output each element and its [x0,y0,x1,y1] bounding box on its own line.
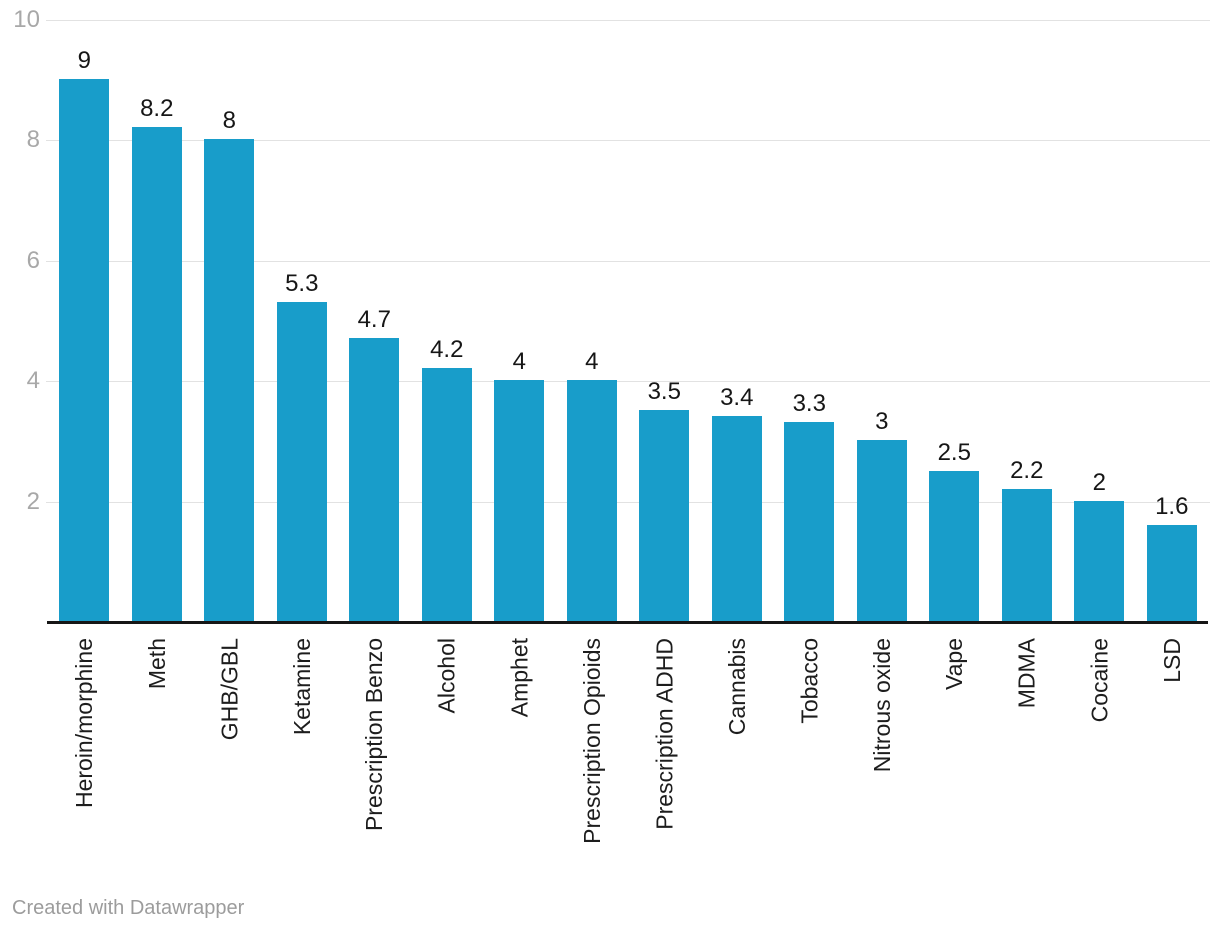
bar-value-label: 3.5 [647,378,681,406]
bar[interactable] [59,79,110,621]
bar-slot: 4 Prescription Opioids [556,0,629,844]
bar-category-label: Nitrous oxide [868,638,895,773]
bar-slot: 8 GHB/GBL [193,0,266,740]
bar-slot: 2 Cocaine [1063,0,1136,722]
bar-slot: 4 Amphet [483,0,556,717]
y-axis-tick-label: 8 [26,126,40,154]
bar[interactable] [1074,500,1125,621]
y-axis-tick-label: 4 [26,367,40,395]
bar-category-label: Tobacco [796,638,823,724]
bar-value-label: 3 [875,408,889,436]
chart-footer: Created with Datawrapper [12,896,244,920]
bar-category-label: MDMA [1013,638,1040,709]
bar-category-label: Prescription ADHD [651,638,678,830]
bar-value-label: 4 [585,348,599,376]
bar-slot: 3.3 Tobacco [773,0,846,724]
bar[interactable] [276,301,327,621]
bar-slot: 4.2 Alcohol [411,0,484,713]
bar-category-label: Meth [143,638,170,690]
bar-value-label: 1.6 [1155,492,1189,520]
bar-category-label: Heroin/morphine [71,638,98,809]
bar-category-label: Prescription Opioids [578,638,605,844]
bar-value-label: 5.3 [285,269,319,297]
bar-value-label: 2.2 [1010,456,1044,484]
bar-category-label: Amphet [506,638,533,718]
bar-category-label: GHB/GBL [216,638,243,741]
y-gridline [46,140,1210,142]
bar[interactable] [566,380,617,621]
y-gridline [46,381,1210,383]
y-gridline [46,501,1210,503]
bar-slot: 2.2 MDMA [991,0,1064,708]
bar-slot: 5.3 Ketamine [266,0,339,735]
bar-value-label: 4.7 [357,306,391,334]
y-axis-tick-label: 6 [26,246,40,274]
bar-slot: 4.7 Prescription Benzo [338,0,411,831]
bar-slot: 8.2 Meth [121,0,194,689]
bar-category-label: Vape [941,638,968,691]
bar[interactable] [204,139,255,621]
bar-value-label: 3.3 [792,390,826,418]
bar[interactable] [639,410,690,621]
x-axis-line [47,621,1208,624]
bar[interactable] [1146,524,1197,621]
bar-slot: 2.5 Vape [918,0,991,690]
plot-area: 9 Heroin/morphine 8.2 Meth 8 GHB/GBL 5.3… [13,0,1210,844]
bar-category-label: Alcohol [433,638,460,714]
y-gridline [46,260,1210,262]
bar-slot: 9 Heroin/morphine [48,0,121,808]
bar-value-label: 2.5 [937,438,971,466]
bar-category-label: Prescription Benzo [361,638,388,832]
bar-slot: 3.5 Prescription ADHD [628,0,701,830]
bar[interactable] [711,416,762,621]
bars-container: 9 Heroin/morphine 8.2 Meth 8 GHB/GBL 5.3… [48,0,1209,844]
bar-slot: 1.6 LSD [1136,0,1209,683]
y-gridline [46,20,1210,21]
bar-category-label: Cannabis [723,638,750,736]
bar-category-label: Cocaine [1086,638,1113,723]
y-axis-tick-label: 10 [13,6,40,33]
bar-category-label: Ketamine [288,638,315,736]
bar-slot: 3.4 Cannabis [701,0,774,735]
bar[interactable] [494,380,545,621]
bar-category-label: LSD [1158,638,1185,683]
attribution-text: Created with Datawrapper [12,897,245,919]
bar-value-label: 9 [77,47,91,75]
bar-value-label: 2 [1092,468,1106,496]
y-axis-tick-label: 2 [26,487,40,515]
bar-slot: 3 Nitrous oxide [846,0,919,772]
bar-value-label: 4 [512,348,526,376]
bar-value-label: 8.2 [140,95,174,123]
bar[interactable] [856,440,907,621]
bar-value-label: 4.2 [430,336,464,364]
bar[interactable] [421,368,472,621]
bar[interactable] [784,422,835,621]
bar[interactable] [929,470,980,621]
bar[interactable] [131,127,182,621]
bar[interactable] [1001,488,1052,621]
bar-value-label: 8 [222,107,236,135]
bar-value-label: 3.4 [720,384,754,412]
bar[interactable] [349,338,400,621]
